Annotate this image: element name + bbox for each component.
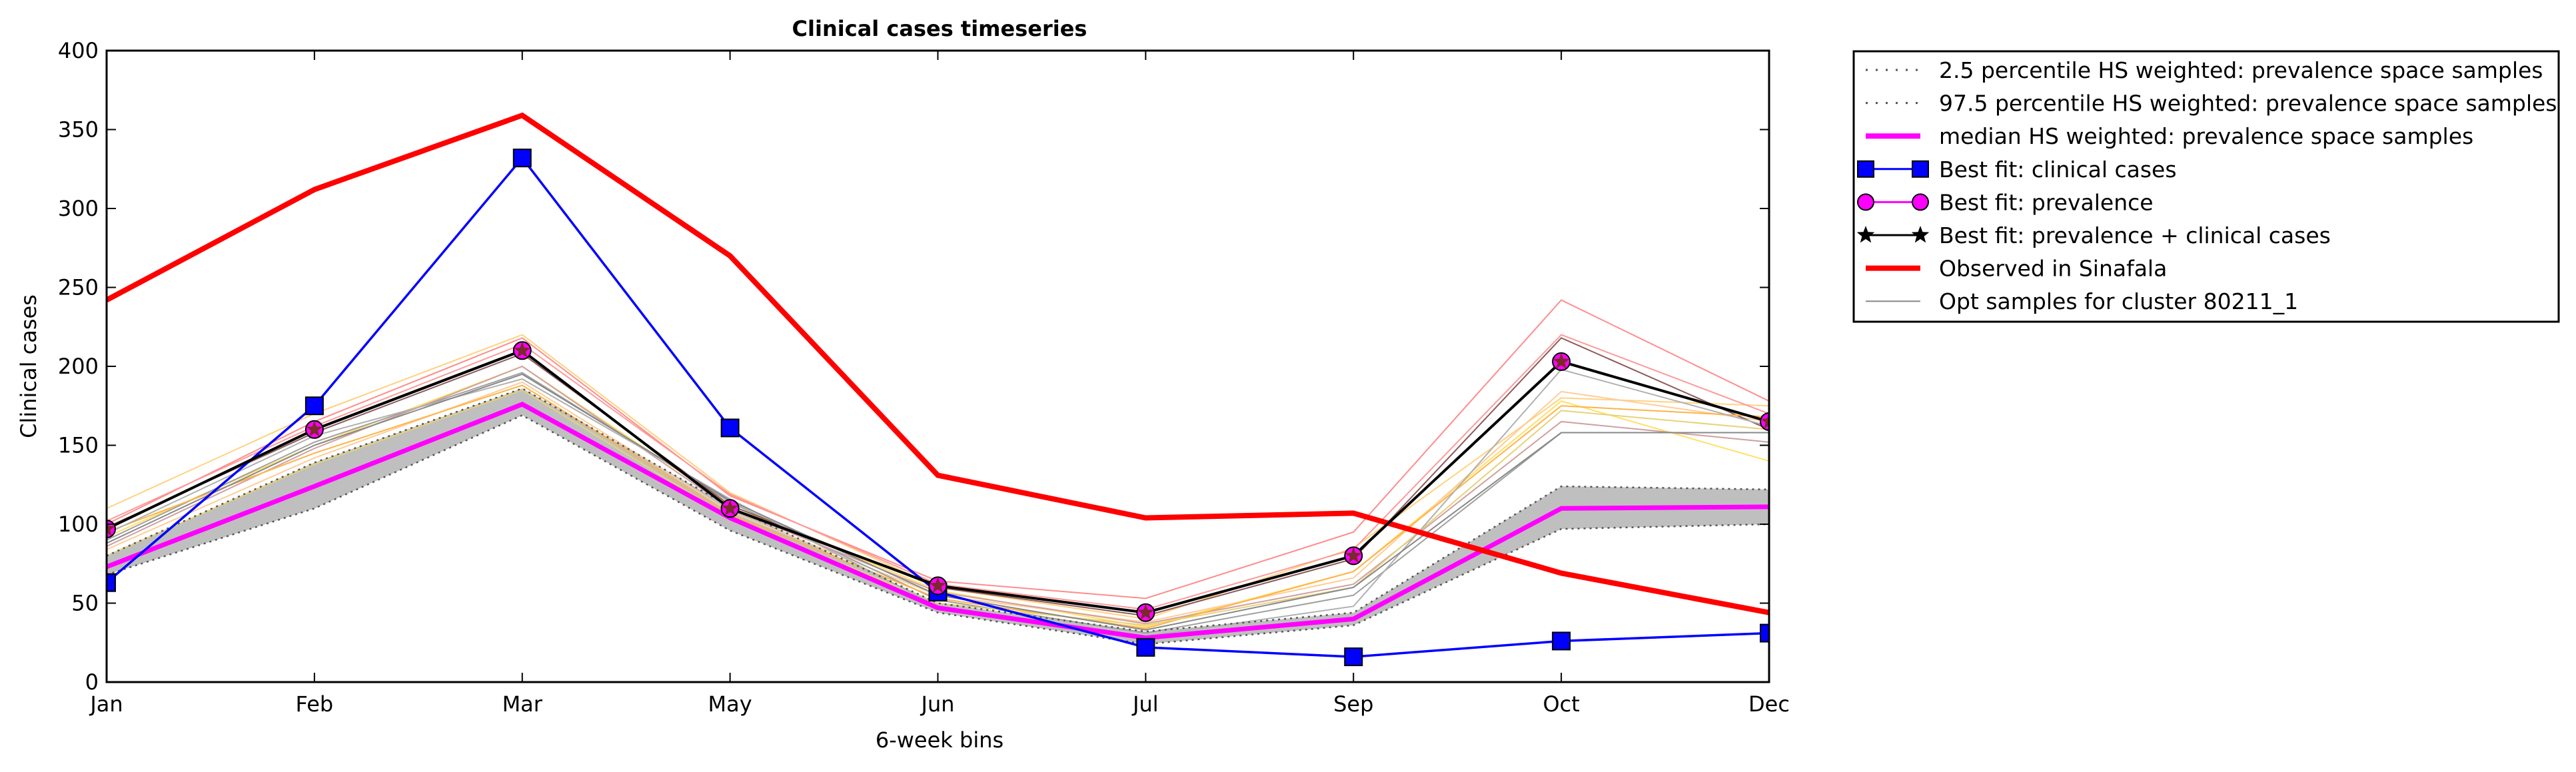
x-tick-label-sep: Sep xyxy=(1333,691,1373,717)
point-best-fit-combined-jan xyxy=(107,520,115,536)
point-best-fit-combined-sep xyxy=(1345,547,1362,563)
chart-title: Clinical cases timeseries xyxy=(792,16,1087,41)
series-line-p2-5 xyxy=(107,414,1769,645)
opt-sample-line-9 xyxy=(107,389,1769,626)
legend-entry-2: 97.5 percentile HS weighted: prevalence … xyxy=(1866,91,2557,117)
y-tick-label-250: 250 xyxy=(58,275,99,300)
legend-label: Best fit: prevalence + clinical cases xyxy=(1939,222,2331,248)
x-tick-label-jan: Jan xyxy=(89,691,123,717)
legend-entry-3: median HS weighted: prevalence space sam… xyxy=(1866,123,2473,149)
point-best-fit-clinical-feb xyxy=(305,396,324,416)
point-best-fit-clinical-mar xyxy=(512,149,532,168)
legend-entry-6: Best fit: prevalence + clinical cases xyxy=(1856,222,2331,248)
legend-swatch-star xyxy=(1856,226,1875,243)
x-tick-label-jun: Jun xyxy=(920,691,955,717)
legend-label: Observed in Sinafala xyxy=(1939,256,2167,282)
point-best-fit-clinical-sep xyxy=(1344,647,1363,667)
y-tick-label-400: 400 xyxy=(58,38,99,63)
point-best-fit-clinical-jan xyxy=(107,573,116,592)
legend-swatch-circle xyxy=(1857,193,1874,211)
legend-label: Best fit: clinical cases xyxy=(1939,157,2177,183)
y-tick-label-0: 0 xyxy=(85,669,99,695)
legend: 2.5 percentile HS weighted: prevalence s… xyxy=(1852,50,2560,323)
plot-content xyxy=(107,112,1769,667)
legend-entry-7: Observed in Sinafala xyxy=(1866,256,2167,282)
point-best-fit-clinical-dec xyxy=(1760,623,1769,643)
legend-swatch-square xyxy=(1857,160,1874,178)
point-best-fit-combined-dec xyxy=(1760,412,1769,429)
legend-entry-8: Opt samples for cluster 80211_1 xyxy=(1866,288,2298,314)
y-tick-label-350: 350 xyxy=(58,117,99,143)
point-best-fit-combined-mar xyxy=(514,342,531,358)
x-axis-label: 6-week bins xyxy=(876,727,1003,753)
point-best-fit-combined-may xyxy=(722,500,738,516)
point-best-fit-clinical-may xyxy=(720,418,740,438)
y-tick-label-150: 150 xyxy=(58,433,99,458)
point-best-fit-combined-oct xyxy=(1553,352,1570,369)
legend-label: 2.5 percentile HS weighted: prevalence s… xyxy=(1939,57,2543,83)
legend-swatch-star xyxy=(1911,226,1930,243)
legend-label: Opt samples for cluster 80211_1 xyxy=(1939,288,2298,314)
x-tick-label-feb: Feb xyxy=(296,691,334,717)
x-tick-label-may: May xyxy=(708,691,752,717)
y-axis-label: Clinical cases xyxy=(16,294,41,438)
y-tick-label-300: 300 xyxy=(58,196,99,221)
series-line-observed xyxy=(107,112,1769,615)
y-tick-label-50: 50 xyxy=(71,591,99,616)
legend-swatch-circle xyxy=(1912,193,1929,211)
legend-label: 97.5 percentile HS weighted: prevalence … xyxy=(1939,91,2557,117)
series-line-p97-5 xyxy=(107,387,1769,633)
x-tick-label-dec: Dec xyxy=(1748,691,1790,717)
legend-label: median HS weighted: prevalence space sam… xyxy=(1939,123,2473,149)
x-tick-label-mar: Mar xyxy=(502,691,543,717)
point-best-fit-clinical-jul xyxy=(1136,637,1155,657)
y-tick-label-200: 200 xyxy=(58,354,99,379)
legend-frame xyxy=(1852,50,2560,323)
legend-swatch-square xyxy=(1912,160,1929,178)
plot-area: 0 50 100 150 200 250 300 350 400 Jan Feb Mar May Jun J… xyxy=(58,38,1790,717)
point-best-fit-combined-jun xyxy=(930,577,946,593)
point-best-fit-combined-feb xyxy=(306,420,323,437)
legend-entry-4: Best fit: clinical cases xyxy=(1857,157,2177,183)
series-line-median xyxy=(107,402,1769,641)
legend-label: Best fit: prevalence xyxy=(1939,189,2154,215)
point-best-fit-clinical-oct xyxy=(1552,631,1571,651)
x-tick-label-jul: Jul xyxy=(1131,691,1159,717)
x-tick-label-oct: Oct xyxy=(1543,691,1579,717)
legend-entry-5: Best fit: prevalence xyxy=(1857,189,2154,215)
legend-entry-1: 2.5 percentile HS weighted: prevalence s… xyxy=(1866,57,2543,83)
y-tick-label-100: 100 xyxy=(58,512,99,537)
point-best-fit-combined-jul xyxy=(1137,603,1154,620)
